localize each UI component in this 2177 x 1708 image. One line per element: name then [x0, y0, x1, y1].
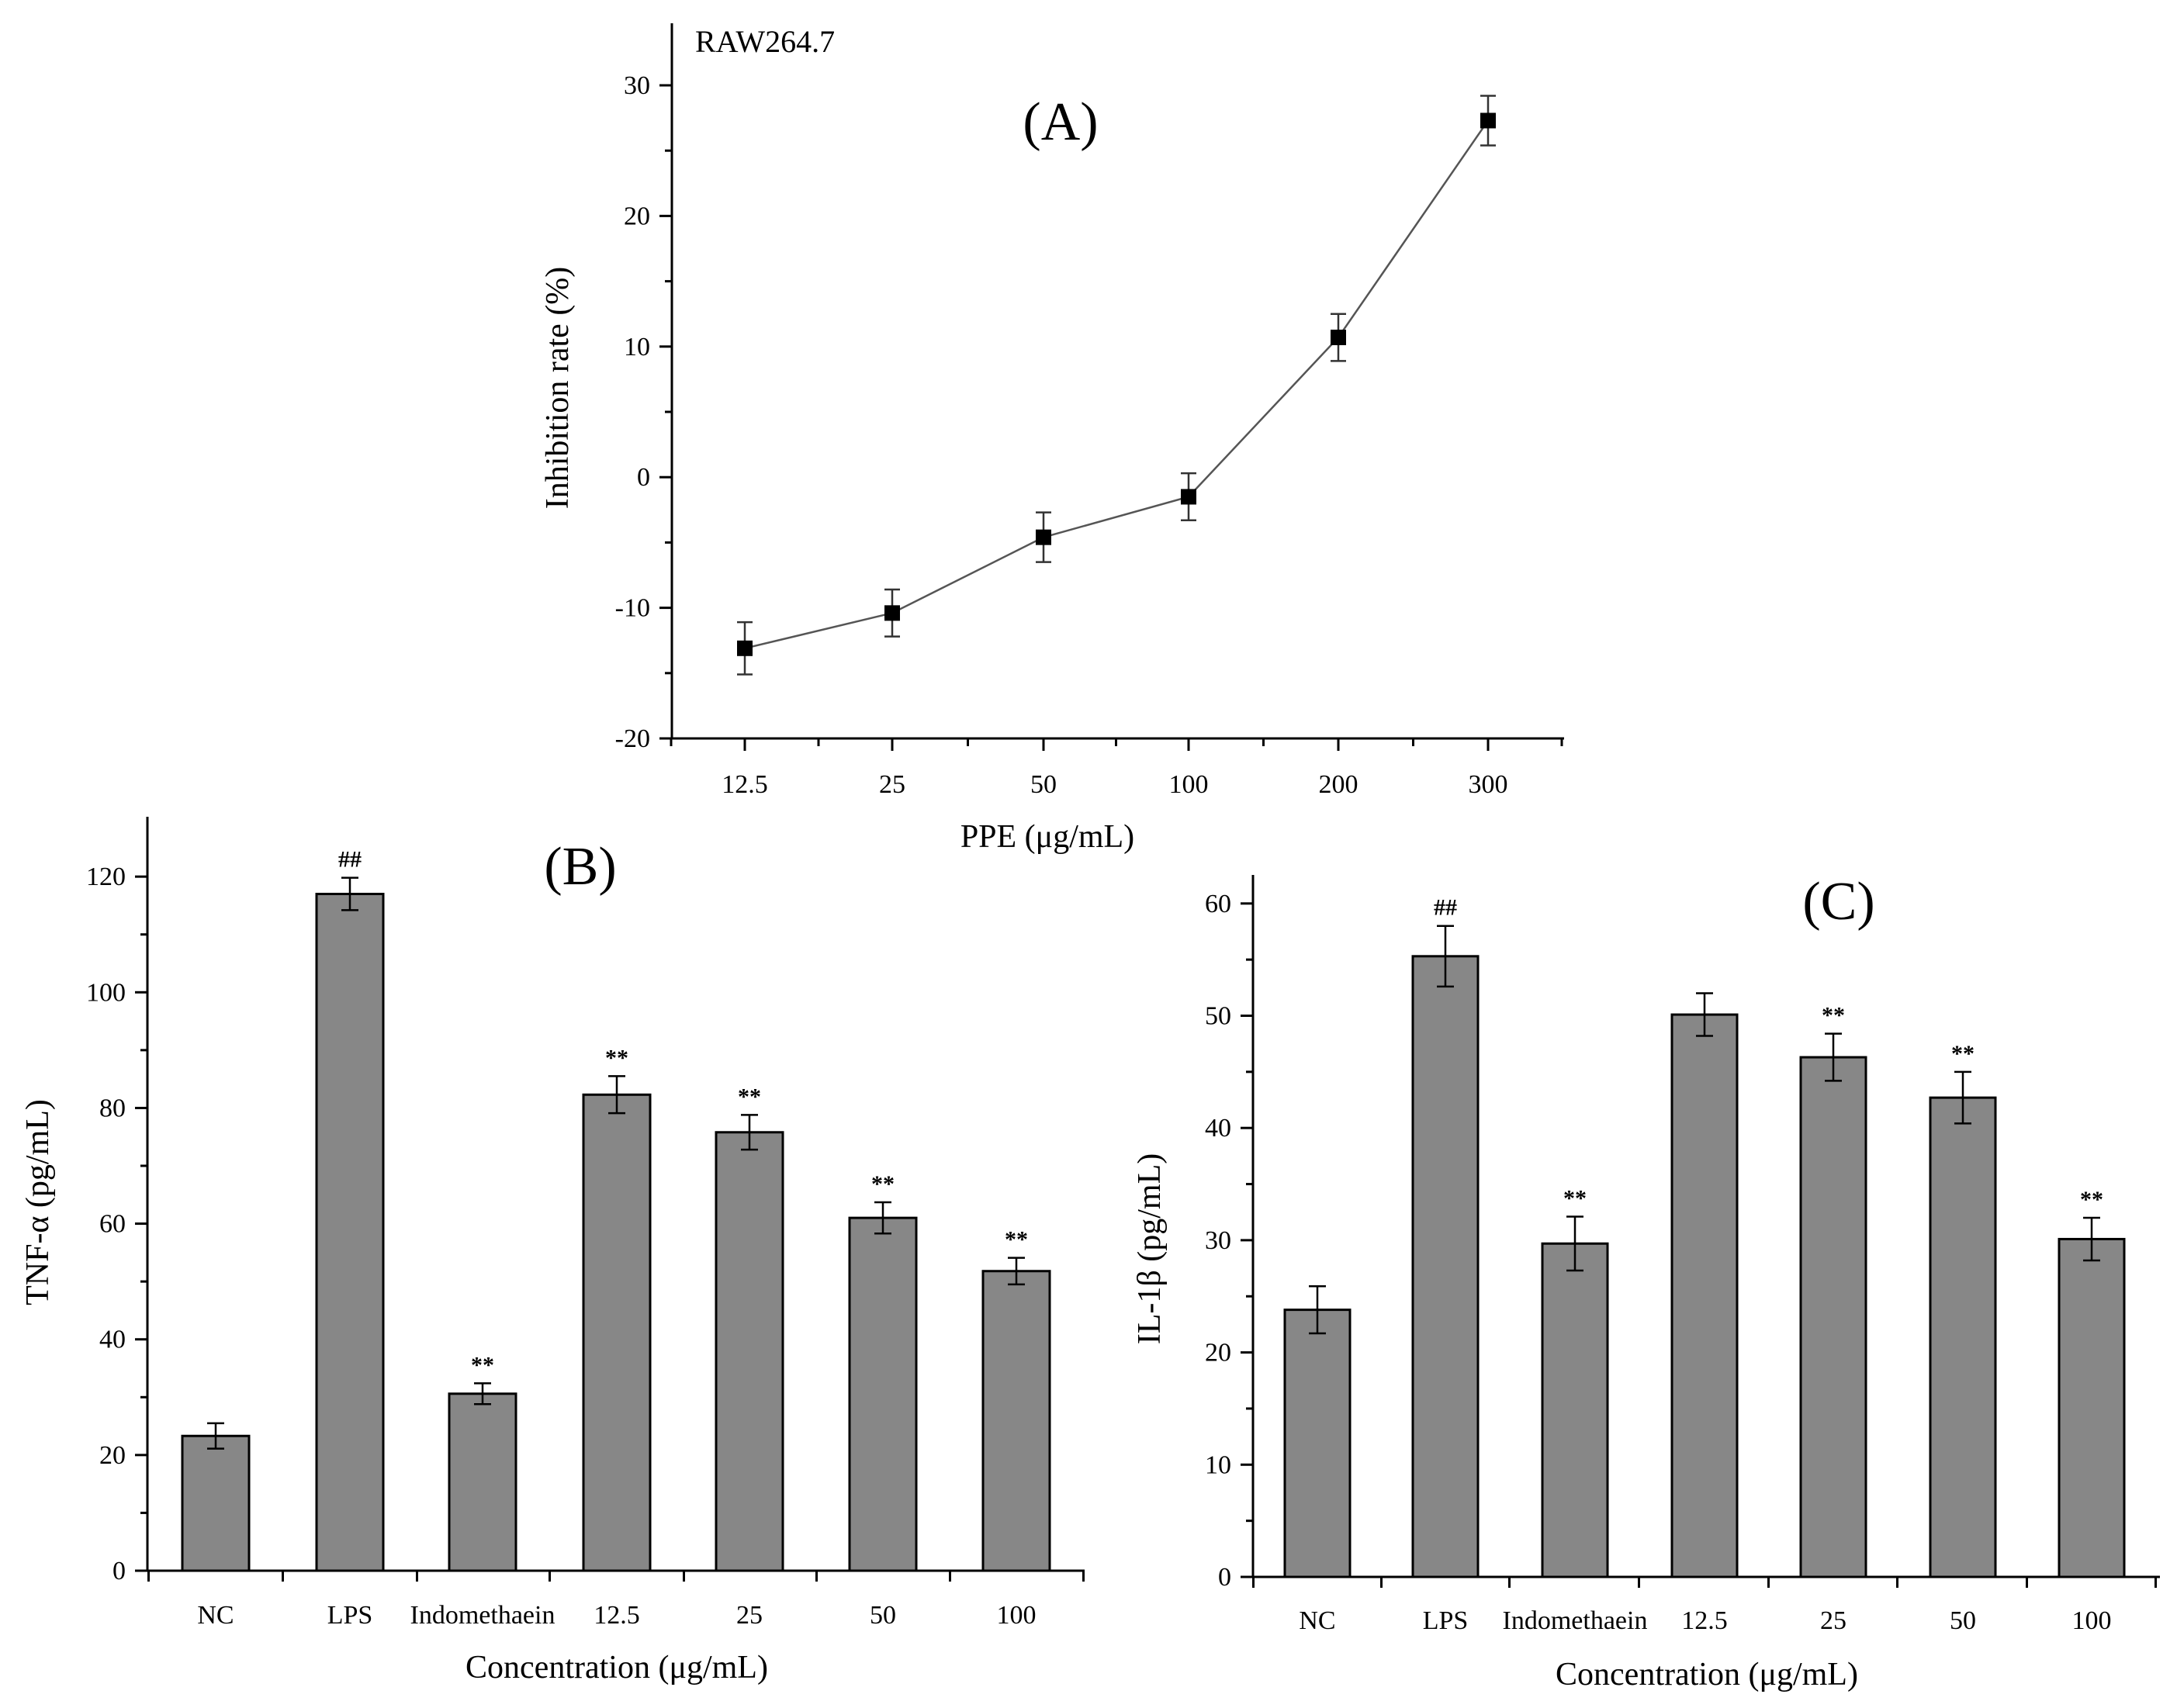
y-tick-label: 0	[112, 1557, 126, 1585]
y-tick-label: 10	[624, 333, 650, 361]
bar	[1670, 1013, 1739, 1578]
x-axis-title: PPE (μg/mL)	[960, 819, 1134, 855]
y-tick-label: -20	[615, 724, 650, 753]
significance-label: ##	[338, 847, 362, 873]
data-point-marker	[737, 640, 753, 656]
bar	[448, 1392, 517, 1572]
bar	[1929, 1096, 1997, 1578]
panel-label: (B)	[544, 837, 616, 897]
x-category-label: 50	[1950, 1606, 1976, 1635]
x-category-label: Indomethaein	[1503, 1606, 1648, 1635]
bar	[1411, 955, 1480, 1578]
panel-c-bar-chart: 0 10 20 30 40 50 60 Concentration (μg/mL) IL-1β …	[1132, 872, 2160, 1692]
y-tick-label: 30	[1205, 1226, 1231, 1255]
bar	[582, 1093, 652, 1572]
data-point-marker	[1331, 330, 1346, 346]
y-axis-title: IL-1β (pg/mL)	[1132, 1153, 1168, 1344]
x-category-label: 12.5	[1681, 1606, 1728, 1635]
panel-label: (A)	[1023, 92, 1098, 152]
y-tick-label: 40	[99, 1326, 126, 1354]
y-tick-label: 30	[624, 71, 650, 100]
significance-label: **	[1951, 1041, 1975, 1067]
y-tick-label: 80	[99, 1094, 126, 1122]
y-tick-label: 20	[99, 1441, 126, 1470]
bar	[981, 1270, 1051, 1572]
x-tick-label: 300	[1469, 770, 1508, 799]
y-tick-label: 10	[1205, 1450, 1231, 1479]
x-category-label: LPS	[327, 1601, 373, 1630]
y-tick-label: 60	[99, 1210, 126, 1239]
x-tick-label: 50	[1030, 770, 1057, 799]
bar	[1541, 1242, 1609, 1578]
bar	[1283, 1309, 1352, 1578]
x-category-label: LPS	[1423, 1606, 1469, 1635]
x-axis-title: Concentration (μg/mL)	[1556, 1657, 1858, 1692]
x-tick-label: 200	[1319, 770, 1358, 799]
significance-label: **	[1563, 1186, 1587, 1212]
x-axis-title: Concentration (μg/mL)	[466, 1650, 768, 1686]
panel-b-bar-chart: 0 20 40 60 80 100 120 Concentration (μg/mL) TNF-…	[20, 817, 1085, 1686]
x-category-label: Indomethaein	[410, 1601, 555, 1630]
x-category-label: NC	[197, 1601, 234, 1630]
x-category-label: 25	[736, 1601, 763, 1630]
x-tick-label: 25	[879, 770, 905, 799]
significance-label: **	[471, 1352, 494, 1378]
y-axis-title: Inhibition rate (%)	[540, 267, 576, 510]
annotation-text: RAW264.7	[695, 24, 835, 59]
panel-a-line-chart: -20 -10 0 10 20 30 PPE (μg/mL) Inhibition rate …	[540, 23, 1564, 855]
data-point-marker	[1036, 529, 1051, 545]
data-point-marker	[1480, 112, 1496, 129]
y-tick-label: 0	[1218, 1563, 1231, 1592]
y-tick-label: 100	[86, 978, 126, 1007]
significance-label: **	[2080, 1187, 2103, 1212]
data-point-marker	[1181, 489, 1196, 505]
x-category-label: 25	[1820, 1606, 1846, 1635]
data-point-marker	[884, 605, 900, 621]
bar	[1799, 1056, 1867, 1578]
bar	[2058, 1237, 2126, 1578]
bar	[715, 1131, 784, 1572]
significance-label: **	[1822, 1003, 1845, 1029]
significance-label: **	[738, 1084, 761, 1109]
y-axis-title: TNF-α (pg/mL)	[20, 1099, 56, 1305]
y-tick-label: 120	[86, 863, 126, 891]
y-tick-label: 60	[1205, 890, 1231, 918]
y-tick-label: 20	[1205, 1339, 1231, 1367]
significance-label: ##	[1434, 895, 1457, 921]
bar	[181, 1434, 251, 1572]
significance-label: **	[605, 1045, 628, 1070]
y-tick-label: 0	[637, 463, 650, 492]
x-tick-label: 100	[1169, 770, 1209, 799]
x-category-label: 12.5	[594, 1601, 640, 1630]
x-category-label: NC	[1299, 1606, 1335, 1635]
x-category-label: 100	[997, 1601, 1037, 1630]
significance-label: **	[1005, 1227, 1028, 1253]
y-tick-label: 20	[624, 202, 650, 230]
panel-label: (C)	[1802, 872, 1874, 932]
bar	[848, 1216, 918, 1572]
significance-label: **	[871, 1171, 895, 1197]
y-tick-label: 40	[1205, 1114, 1231, 1143]
x-category-label: 50	[870, 1601, 896, 1630]
bar	[315, 893, 385, 1572]
y-tick-label: 50	[1205, 1002, 1231, 1031]
x-category-label: 100	[2072, 1606, 2112, 1635]
x-tick-label: 12.5	[722, 770, 768, 799]
y-tick-label: -10	[615, 594, 650, 623]
series-line	[744, 119, 1490, 650]
